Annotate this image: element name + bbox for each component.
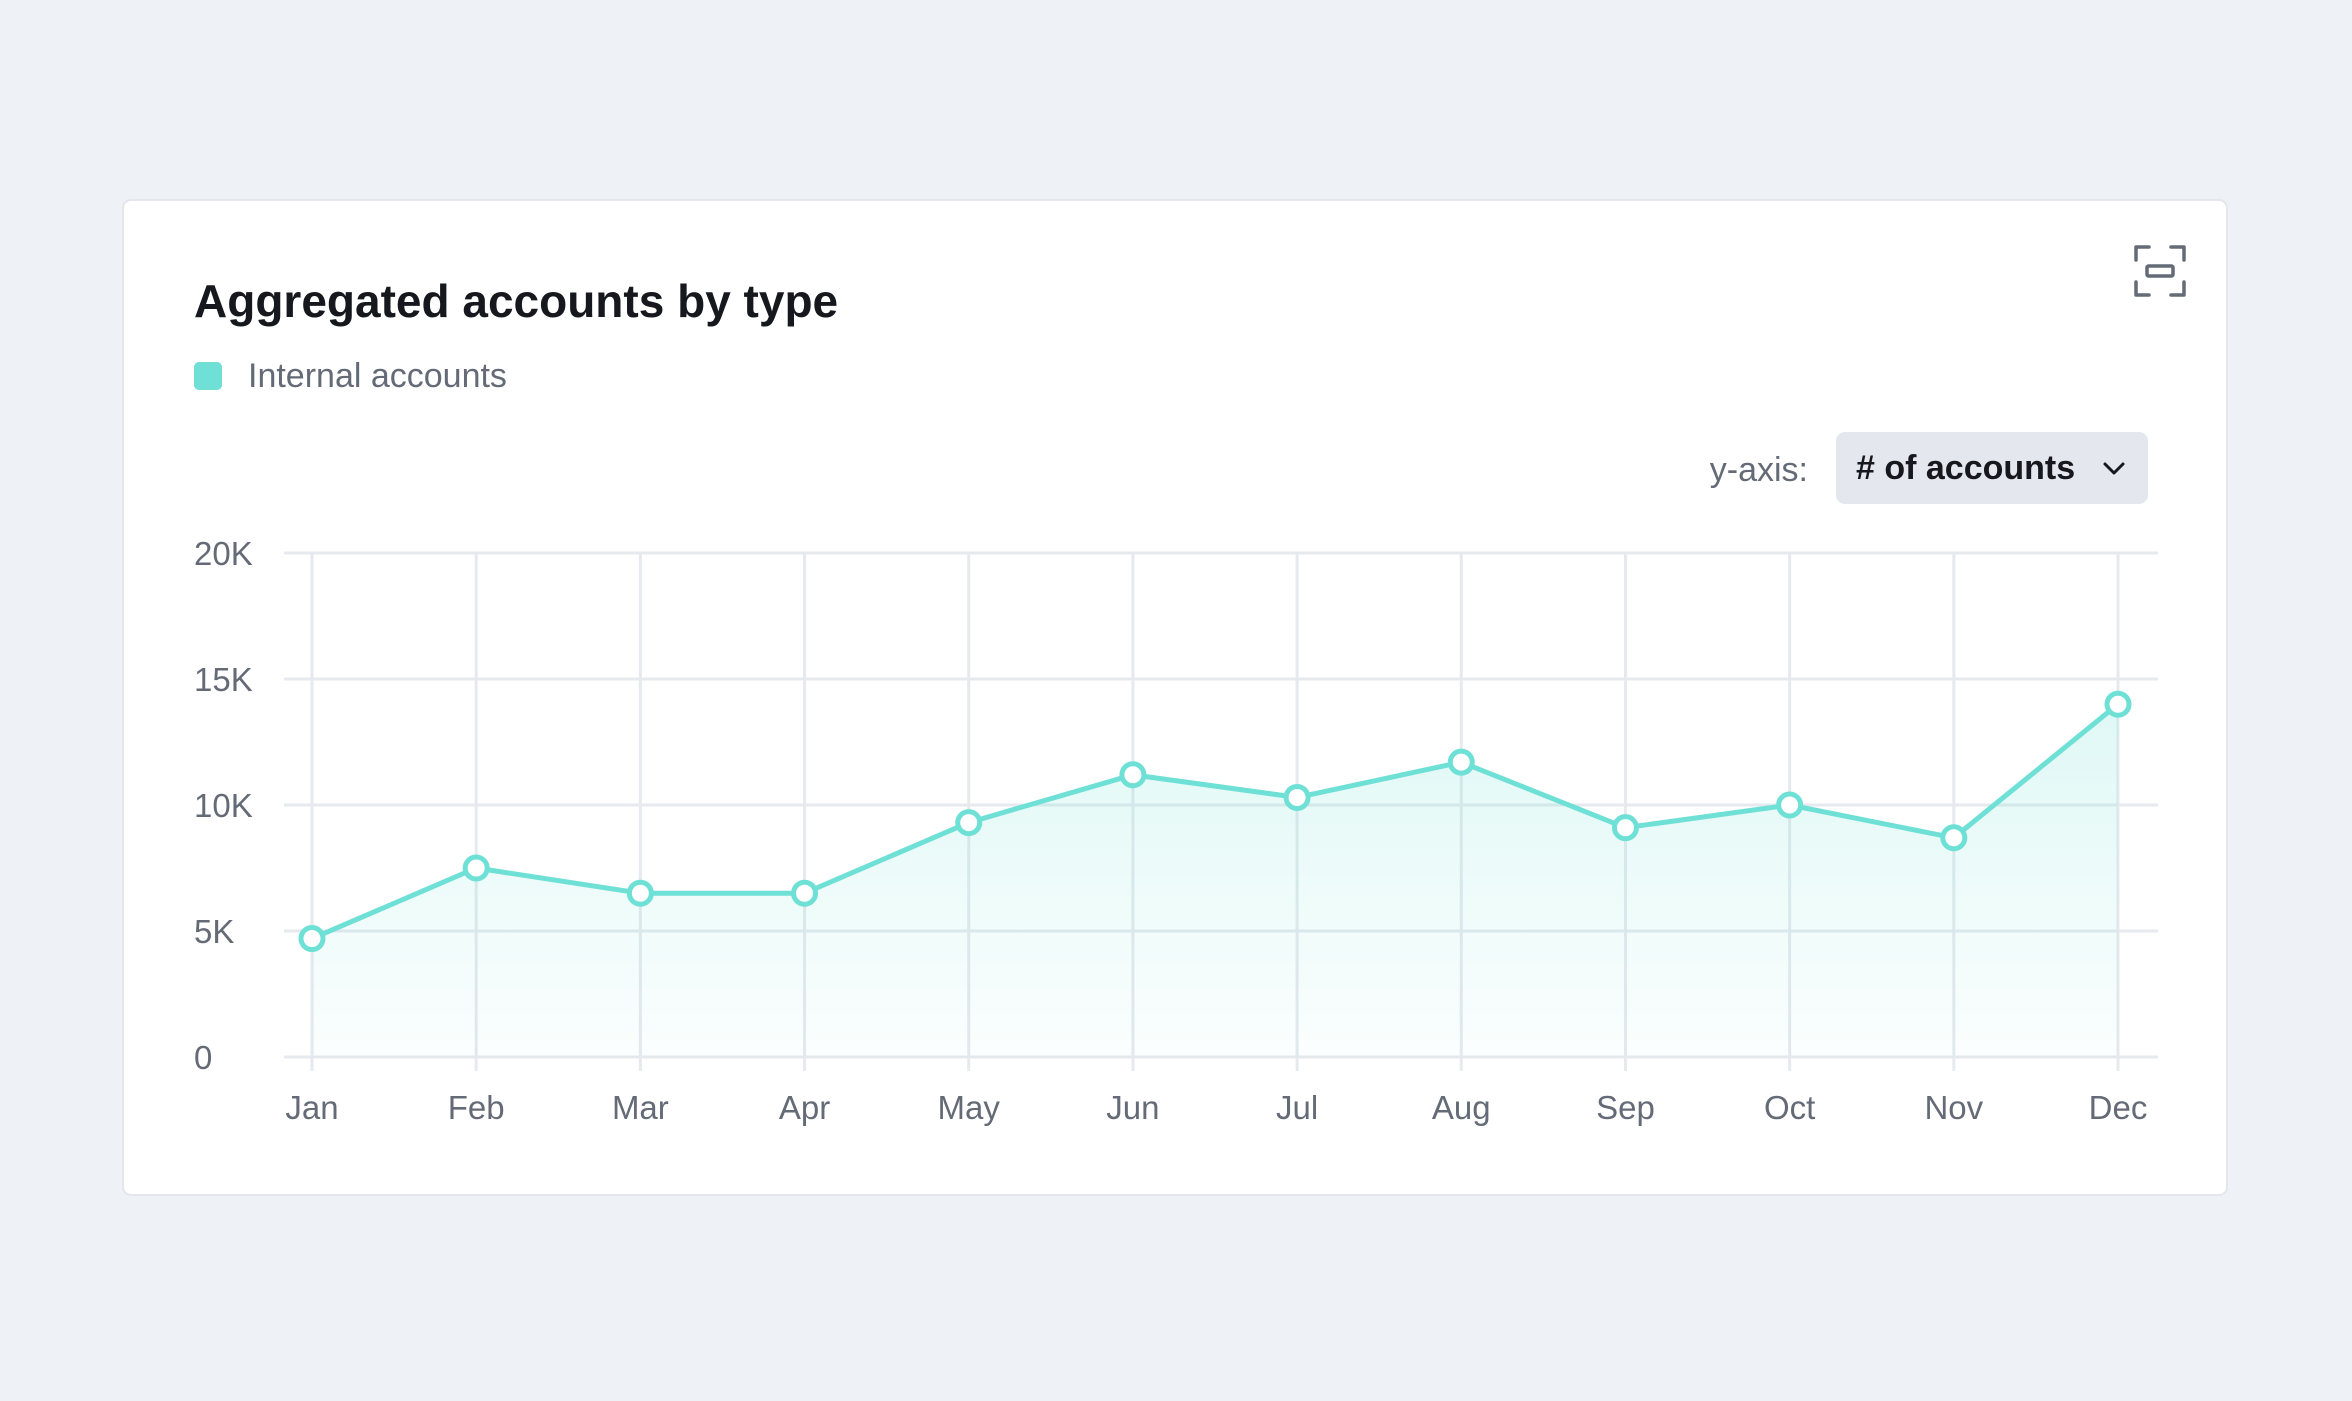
data-point: [298, 925, 326, 953]
data-point: [1119, 761, 1147, 789]
x-tick-label: Feb: [448, 1089, 505, 1126]
line-chart: 0 5K 10K 15K 20K Jan Feb Mar Apr May Jun Jul Aug Sep O…: [194, 535, 2158, 1126]
data-point: [1611, 814, 1639, 842]
x-tick-label: Oct: [1764, 1089, 1815, 1126]
data-point: [2104, 690, 2132, 718]
data-point: [1940, 824, 1968, 852]
x-tick-label: Jan: [285, 1089, 338, 1126]
data-point: [1776, 791, 1804, 819]
y-tick-label: 20K: [194, 535, 253, 572]
series-area: [312, 704, 2118, 1057]
chart-axes: 0 5K 10K 15K 20K Jan Feb Mar Apr May Jun Jul Aug Sep O…: [194, 535, 2147, 1126]
chart-legend: Internal accounts: [194, 356, 507, 396]
x-tick-label: May: [938, 1089, 1001, 1126]
y-tick-label: 0: [194, 1039, 212, 1076]
x-tick-label: Jun: [1106, 1089, 1159, 1126]
data-point: [1283, 783, 1311, 811]
x-tick-label: Aug: [1432, 1089, 1491, 1126]
x-tick-label: Mar: [612, 1089, 669, 1126]
chart-title: Aggregated accounts by type: [194, 275, 839, 327]
y-axis-select-label: y-axis:: [1709, 451, 1808, 489]
data-point: [955, 809, 983, 837]
data-point: [791, 879, 819, 907]
chart-card: Aggregated accounts by type Internal acc…: [122, 199, 2228, 1196]
x-tick-label: Nov: [1924, 1089, 1983, 1126]
expand-button[interactable]: [2132, 243, 2188, 299]
data-point: [626, 879, 654, 907]
chart-series: [298, 690, 2132, 1057]
expand-icon: [2134, 245, 2186, 297]
y-tick-label: 10K: [194, 787, 253, 824]
y-axis-select[interactable]: # of accounts: [1836, 432, 2148, 504]
series-line: [309, 701, 2121, 942]
legend-swatch-internal-accounts: [194, 362, 222, 390]
x-tick-label: Jul: [1276, 1089, 1318, 1126]
data-point: [1447, 748, 1475, 776]
x-tick-label: Apr: [779, 1089, 830, 1126]
y-tick-label: 5K: [194, 913, 234, 950]
x-tick-label: Sep: [1596, 1089, 1655, 1126]
y-tick-label: 15K: [194, 661, 253, 698]
y-axis-select-value: # of accounts: [1856, 448, 2076, 487]
chevron-down-icon: [2103, 462, 2125, 475]
data-point: [462, 854, 490, 882]
x-tick-label: Dec: [2089, 1089, 2148, 1126]
legend-label-internal-accounts: Internal accounts: [248, 356, 507, 395]
